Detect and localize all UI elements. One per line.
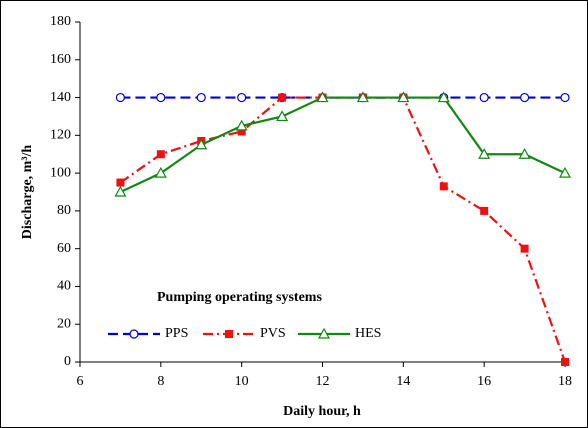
- marker: [116, 178, 125, 187]
- y-tick-label: 60: [57, 241, 71, 256]
- marker: [316, 91, 329, 103]
- x-tick-label: 6: [77, 374, 84, 389]
- y-tick-label: 140: [50, 90, 71, 105]
- marker: [558, 166, 572, 178]
- x-axis-label: Daily hour, h: [283, 404, 361, 419]
- marker: [235, 119, 248, 131]
- marker: [397, 91, 410, 103]
- legend-label: PVS: [260, 326, 286, 341]
- marker: [154, 166, 167, 178]
- y-axis-label: Discharge, m³/h: [20, 145, 35, 240]
- marker: [519, 92, 530, 103]
- marker: [278, 93, 287, 102]
- series-line: [119, 96, 567, 363]
- legend-title: Pumping operating systems: [157, 290, 322, 305]
- marker: [115, 92, 126, 103]
- y-tick-label: 0: [64, 354, 71, 369]
- y-tick-label: 80: [57, 203, 71, 218]
- legend-label: HES: [355, 326, 381, 341]
- x-tick-label: 14: [396, 374, 410, 389]
- marker: [520, 244, 529, 253]
- marker: [560, 92, 570, 103]
- marker: [195, 138, 208, 150]
- y-tick-label: 120: [50, 128, 71, 143]
- marker: [225, 330, 233, 338]
- marker: [114, 185, 127, 197]
- x-tick-label: 12: [316, 374, 330, 389]
- marker: [317, 327, 331, 339]
- legend-label: PPS: [165, 326, 188, 341]
- y-tick-label: 20: [57, 316, 71, 331]
- marker: [276, 110, 289, 122]
- y-tick-label: 160: [50, 52, 71, 67]
- x-tick-label: 16: [477, 374, 491, 389]
- marker: [356, 91, 369, 103]
- marker: [479, 92, 489, 103]
- marker: [561, 358, 569, 366]
- marker: [237, 92, 247, 103]
- y-tick-label: 180: [50, 14, 71, 29]
- y-tick-label: 100: [50, 165, 71, 180]
- marker: [478, 147, 491, 159]
- marker: [156, 92, 166, 103]
- x-tick-label: 8: [157, 374, 164, 389]
- marker: [129, 329, 139, 339]
- marker: [196, 92, 206, 103]
- x-tick-label: 18: [558, 374, 572, 389]
- x-tick-label: 10: [235, 374, 249, 389]
- marker: [480, 206, 489, 215]
- marker: [156, 150, 165, 159]
- marker: [518, 147, 531, 159]
- series-line: [119, 96, 566, 193]
- marker: [237, 127, 246, 136]
- marker: [439, 182, 448, 191]
- y-tick-label: 40: [57, 279, 71, 294]
- marker: [437, 91, 450, 103]
